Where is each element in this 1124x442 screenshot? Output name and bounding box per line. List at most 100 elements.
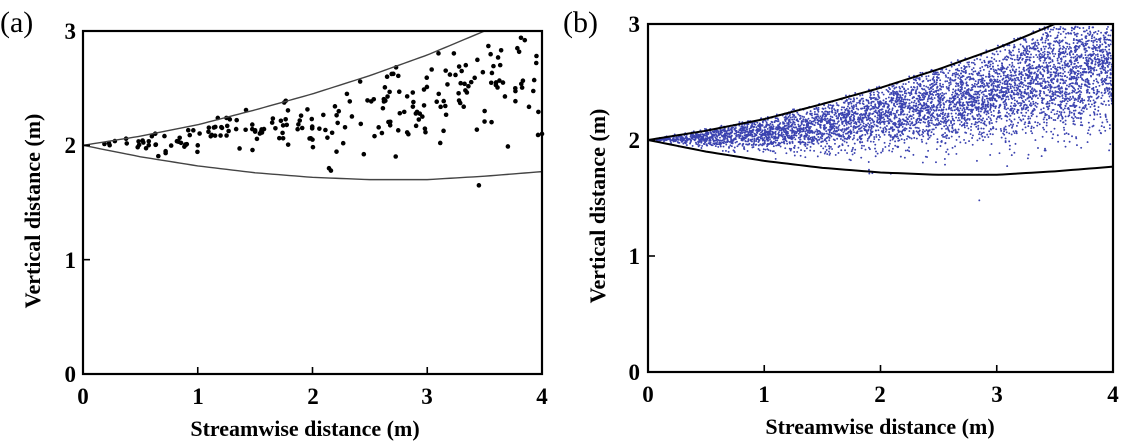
panel-b-particle-point [885,97,888,100]
panel-a-particle-point [321,112,326,118]
panel-b-particle-point [714,133,717,135]
panel-b-particle-point [883,141,886,144]
panel-b-particle-point [1028,71,1030,74]
panel-b-particle-point [788,114,791,117]
panel-b-particle-point [798,140,800,143]
panel-b-particle-point [1010,107,1013,110]
panel-b-particle-point [925,142,928,145]
panel-b-particle-point [751,125,754,128]
panel-b-particle-point [1063,111,1066,114]
panel-b-particle-point [890,91,893,94]
panel-b-particle-point [1030,67,1033,70]
panel-b-particle-point [923,97,926,100]
panel-b-particle-point [767,131,769,134]
panel-b-particle-point [1087,54,1090,57]
panel-b-particle-point [1052,66,1055,69]
panel-b-particle-point [1088,70,1091,73]
panel-b-particle-point [881,150,884,152]
panel-b-particle-point [881,91,884,94]
panel-b-particle-point [824,151,827,153]
panel-b-particle-point [903,139,906,141]
panel-b-particle-point [851,153,854,156]
panel-b-particle-point [850,102,853,105]
panel-b-particle-point [1070,26,1073,29]
panel-a-particle-point [451,51,457,56]
panel-b-particle-point [767,149,770,151]
panel-b-particle-point [998,60,1001,62]
panel-b-particle-point [1101,65,1104,68]
panel-b-particle-point [1054,75,1057,78]
panel-b-particle-point [1056,117,1059,120]
panel-b-particle-point [737,131,740,134]
panel-b-particle-point [1081,38,1083,41]
panel-b-particle-point [955,138,958,141]
panel-b-particle-point [982,93,985,96]
panel-b-particle-point [1067,47,1070,50]
panel-b-particle-point [855,103,858,106]
panel-b-particle-point [1088,86,1091,89]
panel-b-particle-point [824,110,827,113]
panel-b-particle-point [1023,38,1026,41]
panel-a-particle-point [414,109,420,115]
panel-b-particle-point [766,145,768,148]
panel-b-particle-point [942,106,945,109]
panel-b-particle-point [1040,155,1043,158]
panel-b-particle-point [995,60,998,62]
panel-b-particle-point [888,142,891,145]
panel-b-particle-point [686,138,689,140]
panel-b-particle-point [1006,73,1009,76]
panel-b-particle-point [939,115,942,118]
panel-b-particle-point [1089,100,1092,102]
panel-a-particle-point [410,90,416,95]
panel-b-particle-point [1004,56,1007,59]
panel-a-letter: (a) [0,6,33,39]
panel-b-particle-point [950,65,953,68]
panel-b-particle-point [909,115,912,118]
panel-a-particle-point [379,130,385,136]
panel-b-particle-point [860,107,863,110]
panel-b-particle-point [888,113,891,116]
panel-b-particle-point [1063,70,1066,73]
panel-b-particle-point [824,115,827,118]
panel-b-particle-point [929,134,932,137]
panel-b-particle-point [1003,103,1006,106]
panel-a-particle-point [441,98,447,104]
panel-b-particle-point [1009,57,1012,60]
panel-b-particle-point [1031,75,1034,78]
panel-b-particle-point [1090,39,1093,42]
panel-b-particle-point [824,113,827,116]
panel-b-particle-point [1058,56,1060,59]
panel-b-particle-point [911,110,914,113]
panel-b-particle-point [949,103,951,106]
panel-b-particle-point [1008,132,1011,135]
panel-b-particle-point [1037,65,1040,68]
panel-b-particle-point [998,106,1000,109]
panel-b-particle-point [955,71,958,74]
panel-b-particle-point [796,119,799,122]
panel-b-particle-point [869,133,872,135]
panel-b-particle-point [777,131,780,134]
panel-b-particle-point [954,73,957,76]
panel-b-particle-point [910,91,913,94]
panel-b-particle-point [1096,49,1099,52]
panel-b-particle-point [796,111,799,114]
panel-b-particle-point [701,144,704,147]
panel-b-particle-point [878,111,881,114]
panel-b-particle-point [859,116,862,118]
panel-b-particle-point [862,122,865,125]
panel-b-particle-point [914,126,917,129]
panel-b-particle-point [964,78,967,81]
panel-b-particle-point [897,113,900,116]
panel-b-particle-point [1001,62,1004,65]
panel-b-particle-point [1057,87,1060,90]
panel-a-particle-point [495,85,500,90]
panel-b-particle-point [721,149,724,152]
panel-b-particle-point [936,138,939,141]
panel-b-particle-point [796,150,799,153]
panel-b-particle-point [1036,76,1039,79]
panel-b-particle-point [853,131,855,134]
panel-b-particle-point [804,142,807,144]
panel-b-particle-point [923,117,926,120]
panel-a-particle-point [309,126,315,131]
panel-b-particle-point [940,140,943,143]
